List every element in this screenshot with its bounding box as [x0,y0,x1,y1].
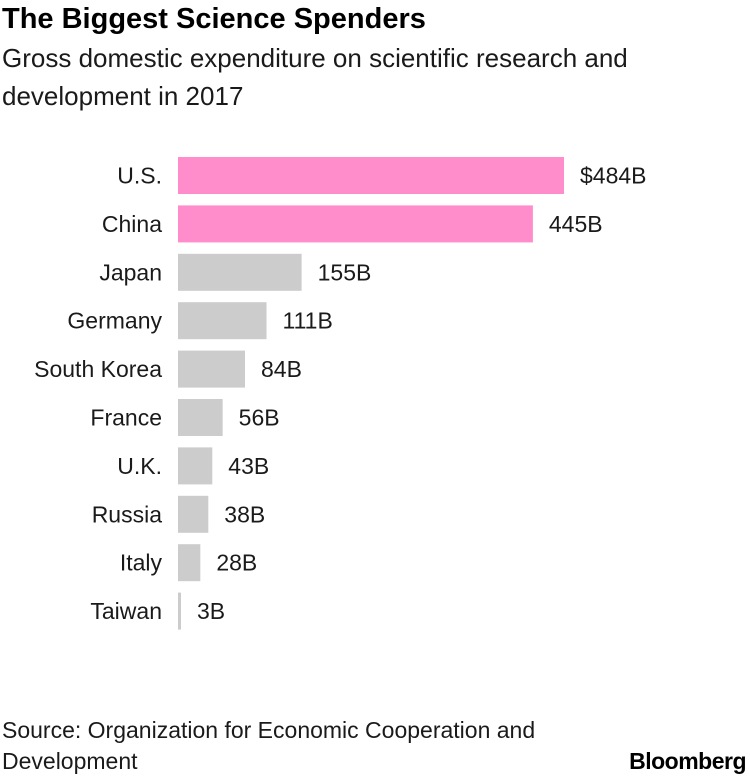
category-label-south-korea: South Korea [34,356,162,382]
category-label-u-k: U.K. [117,453,162,479]
chart-subtitle: Gross domestic expenditure on scientific… [2,43,628,111]
value-label-japan: 155B [318,259,372,285]
value-label-china: 445B [549,211,603,237]
value-label-u-k: 43B [228,453,269,479]
category-label-france: France [90,405,162,431]
value-label-taiwan: 3B [197,598,225,624]
value-label-france: 56B [239,405,280,431]
bar-taiwan [178,592,181,630]
value-label-germany: 111B [283,308,333,334]
category-label-japan: Japan [99,259,162,285]
value-label-italy: 28B [216,550,257,576]
source-note: Source: Organization for Economic Cooper… [2,717,536,774]
bar-germany [178,302,267,340]
bar-china [178,205,533,243]
bar-south-korea [178,350,245,388]
value-label-u-s: $484B [580,163,647,189]
category-label-germany: Germany [67,308,162,334]
bar-russia [178,495,209,533]
category-label-russia: Russia [92,501,163,527]
chart-title: The Biggest Science Spenders [2,3,426,35]
bar-chart: U.S. $484B China 445B Japan 155B Germany 111B So… [34,157,647,630]
bar-u-k [178,447,213,485]
value-label-south-korea: 84B [261,356,302,382]
bar-france [178,399,223,436]
category-label-u-s: U.S. [117,163,162,189]
bar-japan [178,253,302,291]
category-label-italy: Italy [120,550,163,576]
category-label-taiwan: Taiwan [90,598,162,624]
category-label-china: China [102,211,162,237]
value-label-russia: 38B [224,501,265,527]
bar-italy [178,544,201,582]
bloomberg-logo: Bloomberg [629,748,746,774]
bar-u-s [178,157,564,194]
